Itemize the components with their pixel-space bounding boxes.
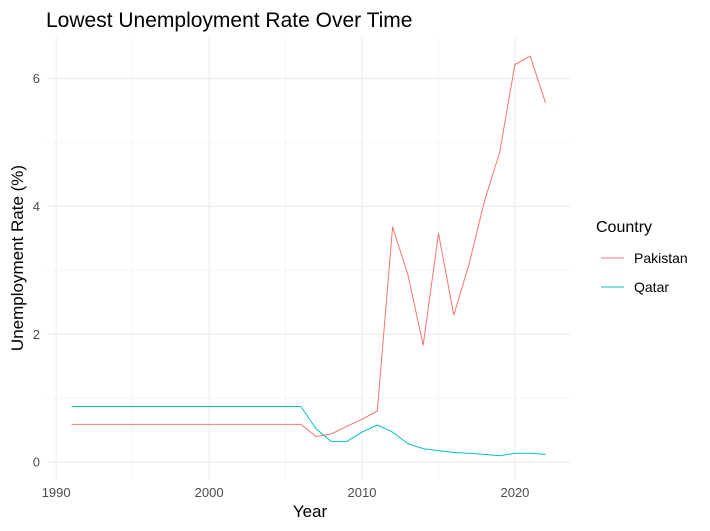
y-tick-label: 4 bbox=[33, 199, 40, 214]
x-tick-label: 1990 bbox=[42, 485, 71, 500]
y-axis-title: Unemployment Rate (%) bbox=[8, 165, 27, 351]
x-tick-label: 2000 bbox=[195, 485, 224, 500]
chart-title: Lowest Unemployment Rate Over Time bbox=[46, 9, 412, 32]
y-tick-label: 0 bbox=[33, 455, 40, 470]
x-axis-title: Year bbox=[293, 502, 328, 521]
grid bbox=[47, 37, 570, 480]
y-tick-label: 2 bbox=[33, 327, 40, 342]
legend: Country Pakistan Qatar bbox=[596, 219, 688, 295]
legend-items: Pakistan Qatar bbox=[601, 250, 688, 295]
x-tick-label: 2010 bbox=[348, 485, 377, 500]
legend-label-qatar: Qatar bbox=[634, 279, 669, 295]
y-tick-label: 6 bbox=[33, 71, 40, 86]
x-tick-label: 2020 bbox=[500, 485, 529, 500]
legend-title: Country bbox=[596, 219, 652, 236]
series-line-qatar bbox=[71, 406, 546, 457]
legend-label-pakistan: Pakistan bbox=[634, 250, 688, 266]
x-axis-ticks: 1990 2000 2010 2020 bbox=[42, 485, 530, 500]
series-line-pakistan bbox=[71, 55, 546, 437]
y-axis-ticks: 0 2 4 6 bbox=[33, 71, 40, 470]
series-lines bbox=[71, 55, 546, 457]
